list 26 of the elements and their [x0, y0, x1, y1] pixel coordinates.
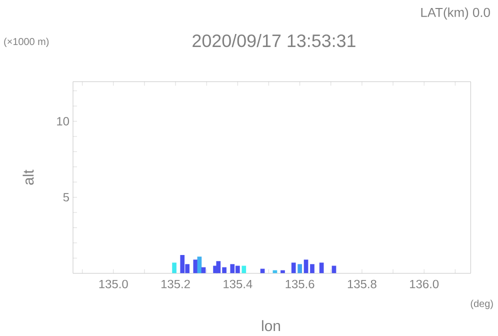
- x-tick-label: 135.6: [286, 280, 314, 288]
- bar: [193, 260, 198, 274]
- y-tick-label: 5: [63, 193, 69, 202]
- x-tick-label: 135.2: [161, 280, 190, 288]
- bar: [304, 260, 308, 274]
- x-tick-label: 135.4: [224, 280, 252, 288]
- bar: [298, 264, 302, 274]
- x-tick-label: 136.0: [410, 280, 439, 288]
- bar: [319, 262, 324, 274]
- bar: [197, 256, 202, 274]
- y-tick-label: 10: [57, 117, 70, 126]
- bar: [172, 262, 176, 274]
- bar: [310, 264, 314, 274]
- bar: [260, 268, 265, 274]
- x-tick-label: 135.0: [99, 280, 128, 288]
- bar: [291, 262, 296, 274]
- x-tick-label: 135.8: [348, 280, 376, 288]
- bar: [201, 267, 206, 274]
- bar: [332, 266, 336, 274]
- text: (×1000 m): [4, 38, 49, 48]
- x-axis-title: lon: [262, 320, 280, 332]
- chart-subtitle: LAT(km) 0.0: [421, 8, 490, 20]
- chart-title: 2020/09/17 13:53:31: [192, 34, 356, 48]
- bar: [242, 266, 246, 274]
- text: (deg): [470, 300, 493, 310]
- y-axis-title: alt: [22, 170, 34, 185]
